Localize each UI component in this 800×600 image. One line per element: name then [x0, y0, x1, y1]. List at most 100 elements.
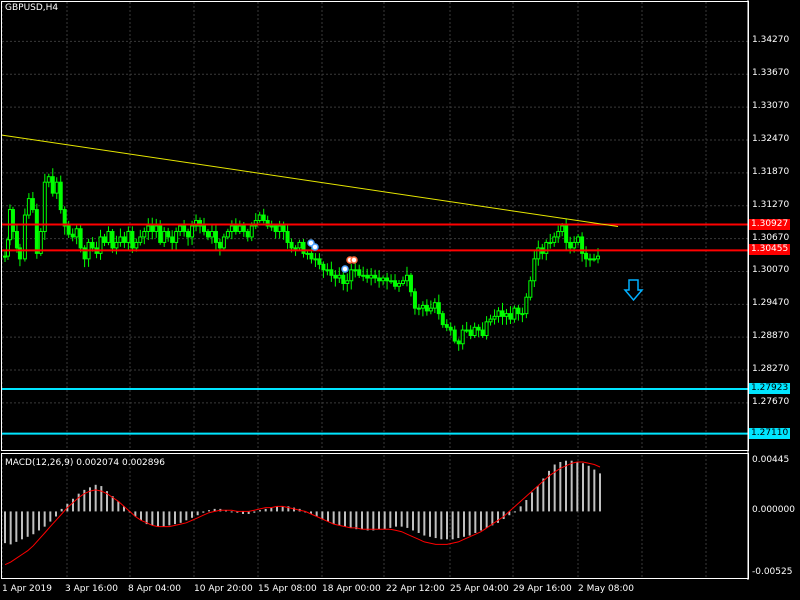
- macd-histogram-bar: [378, 511, 380, 530]
- candle-body: [317, 258, 322, 265]
- macd-tick-label: 0.000000: [752, 505, 795, 516]
- macd-histogram-bar: [463, 511, 465, 537]
- candle-body: [225, 230, 230, 238]
- support-price-tag-2: 1.27110: [749, 427, 791, 439]
- candle-body: [186, 230, 191, 238]
- time-tick-label: 3 Apr 16:00: [65, 584, 118, 594]
- macd-histogram-bar: [361, 511, 363, 530]
- grid: [1, 2, 748, 578]
- candle-body: [138, 236, 143, 243]
- macd-histogram-bar: [508, 511, 511, 516]
- time-tick-label: 15 Apr 08:00: [258, 584, 317, 594]
- candle-body: [106, 230, 111, 243]
- candle-body: [190, 225, 195, 238]
- macd-histogram-bar: [287, 506, 290, 512]
- macd-histogram-bar: [372, 511, 375, 531]
- trendline-group[interactable]: [1, 134, 619, 228]
- candle-body: [146, 225, 151, 232]
- macd-histogram-bar: [412, 511, 414, 531]
- candle-body: [564, 225, 569, 243]
- macd-histogram-bar: [548, 470, 550, 512]
- candle-body: [14, 230, 19, 249]
- candle-body: [365, 274, 370, 279]
- candle-body: [448, 326, 453, 331]
- candle-body: [596, 255, 601, 260]
- candle-body: [249, 225, 254, 238]
- candle-body: [508, 313, 513, 320]
- macd-histogram-bar: [570, 460, 573, 512]
- candle-body: [26, 198, 31, 216]
- macd-histogram-bar: [338, 511, 341, 526]
- macd-histogram-bar: [191, 511, 193, 518]
- candle-body: [182, 225, 187, 232]
- candle-body: [428, 307, 433, 312]
- macd-histogram-bar: [395, 511, 397, 527]
- candle-body: [237, 225, 242, 232]
- candle-body: [22, 214, 27, 260]
- candle-body: [588, 258, 593, 261]
- time-tick-label: 8 Apr 04:00: [128, 584, 181, 594]
- macd-histogram-bar: [327, 511, 329, 522]
- macd-histogram-bar: [72, 498, 74, 512]
- candle-body: [548, 241, 553, 244]
- macd-histogram-bar: [344, 511, 346, 527]
- macd-histogram-bar: [168, 511, 171, 526]
- candle-body: [532, 258, 537, 282]
- candle-body: [369, 274, 374, 279]
- horizontal-levels[interactable]: [2, 223, 748, 435]
- price-tick-label: 1.28870: [752, 331, 790, 342]
- candle-body: [114, 241, 119, 249]
- macd-histogram-bar: [400, 511, 403, 527]
- candle-body: [416, 307, 421, 310]
- macd-histogram-bar: [213, 508, 216, 512]
- candle-body: [412, 291, 417, 309]
- candle-body: [480, 329, 485, 337]
- candle-body: [361, 274, 366, 277]
- candle-body: [50, 176, 55, 194]
- macd-histogram-bar: [100, 486, 103, 512]
- candle-body: [460, 329, 465, 345]
- candle-body: [5, 239, 10, 257]
- candle-body: [400, 280, 405, 285]
- macd-histogram-bar: [423, 511, 426, 536]
- candle-body: [337, 274, 342, 279]
- trade-marker: [350, 256, 358, 264]
- macd-histogram-bar: [474, 511, 477, 533]
- sell-arrow[interactable]: [623, 279, 644, 302]
- macd-tick-label: 0.00445: [752, 455, 790, 465]
- candle-body: [353, 269, 358, 272]
- macd-signal-line: [4, 461, 601, 566]
- price-tick-label: 1.33670: [752, 68, 790, 79]
- candle-body: [572, 241, 577, 249]
- candle-body: [170, 236, 175, 243]
- candle-body: [440, 313, 445, 326]
- macd-histogram-bar: [457, 511, 460, 539]
- macd-histogram-bar: [587, 465, 590, 512]
- macd-histogram-bar: [196, 511, 199, 516]
- macd-histogram-bar: [525, 500, 528, 512]
- support-price-tag: 1.27923: [749, 383, 791, 395]
- candle-body: [62, 209, 67, 227]
- time-tick-label: 2 May 08:00: [578, 584, 634, 594]
- macd-histogram-bar: [77, 493, 80, 512]
- macd-histogram-bar: [151, 511, 154, 526]
- candle-body: [512, 307, 517, 320]
- candle-body: [194, 220, 199, 227]
- candle-body: [349, 269, 354, 282]
- candle-body: [54, 181, 59, 194]
- resistance-price-tag: 1.30927: [749, 218, 791, 230]
- macd-histogram-bar: [83, 489, 86, 512]
- macd-histogram-bar: [230, 511, 233, 513]
- macd-histogram-bar: [242, 511, 244, 514]
- macd-histogram-bar: [593, 469, 596, 512]
- macd-histogram-bar: [565, 460, 567, 512]
- candle-body: [444, 324, 449, 328]
- macd-histogram-bar: [497, 511, 499, 523]
- candle-body: [576, 236, 581, 243]
- macd-histogram-bar: [514, 511, 516, 513]
- candle-body: [98, 236, 103, 254]
- macd-histogram-bar: [366, 511, 369, 531]
